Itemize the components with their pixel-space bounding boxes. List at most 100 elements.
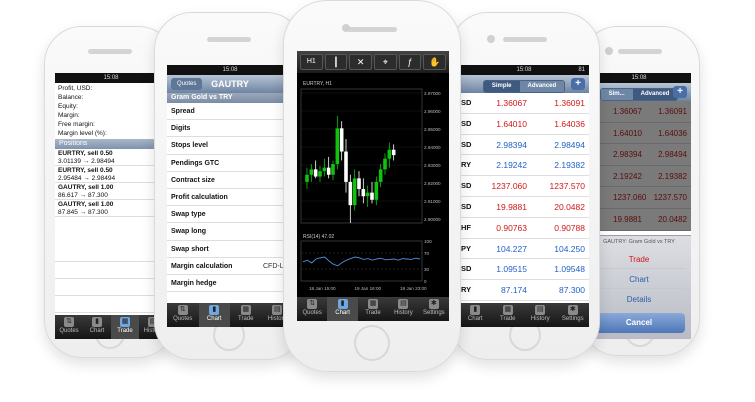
price-tick-label: 2.93000 — [424, 163, 441, 168]
tab-settings[interactable]: ✱ Settings — [422, 299, 445, 316]
sheet-option-details[interactable]: Details — [626, 295, 652, 304]
back-quotes-button[interactable]: Quotes — [171, 78, 203, 90]
quote-ask[interactable]: 104.250 — [554, 243, 585, 254]
quote-row[interactable]: SD 1.09515 1.09548 — [459, 259, 589, 281]
summary-margin-level: Margin level (%): — [58, 130, 107, 137]
position-row[interactable]: EURTRY, sell 0.502.95484 → 2.98494-6 — [55, 166, 167, 183]
spec-row: Profit calculation — [167, 189, 293, 207]
speaker-icon — [207, 37, 251, 42]
quote-row[interactable]: PY 104.227 104.250 — [459, 239, 589, 260]
candle — [313, 169, 318, 177]
seg-simple[interactable]: Sim... — [600, 89, 633, 100]
quote-symbol: PY — [461, 243, 472, 253]
add-symbol-button[interactable]: + — [571, 78, 585, 90]
tab-chart[interactable]: ▮ Chart — [89, 317, 105, 334]
spec-navbar: Quotes GAUTRY — [167, 75, 293, 93]
quote-row[interactable]: SD 19.9881 20.0482 — [459, 197, 589, 218]
spec-label: Margin calculation — [171, 262, 233, 270]
quotes-list-dimmed: 1.36067 1.36091 1.64010 1.64036 2.98394 2.984… — [587, 101, 691, 231]
quote-row[interactable]: SD 2.98394 2.98494 — [459, 135, 589, 156]
seg-simple[interactable]: Simple — [483, 81, 520, 92]
camera-icon — [605, 47, 613, 55]
sheet-option-trade[interactable]: Trade — [593, 251, 685, 269]
spec-list: Spreadflo Digits Stops level Pendings GTC Co… — [167, 103, 293, 293]
quote-bid[interactable]: 2.98394 — [496, 139, 527, 150]
speaker-icon — [347, 27, 397, 32]
chart-type-icon[interactable]: ┃ — [324, 54, 348, 70]
home-button[interactable] — [354, 325, 390, 361]
quote-ask[interactable]: 2.98494 — [554, 139, 585, 150]
add-symbol-button[interactable]: + — [673, 86, 687, 98]
phone-spec: 15:08 Quotes GAUTRY Gram Gold vs TRY Spr… — [154, 12, 304, 360]
tab-quotes[interactable]: ⇅ Quotes — [302, 299, 322, 316]
price-chart[interactable]: EURTRY, H1 RSI(14) 47.02 2.97000 2.96000 2.9… — [297, 73, 449, 297]
sheet-option-chart[interactable]: Chart — [593, 271, 685, 289]
tab-trade[interactable]: ▦ Trade — [500, 305, 516, 322]
status-bar: 15:08 81 — [459, 65, 589, 75]
tab-chart[interactable]: ▮ Chart — [198, 303, 230, 327]
quote-bid[interactable]: 1237.060 — [491, 181, 527, 192]
tab-trade[interactable]: ▦ Trade — [111, 315, 139, 339]
tab-quotes[interactable]: ⇅ Quotes — [173, 305, 193, 322]
indicators-icon[interactable]: ƒ — [398, 54, 422, 70]
candle — [370, 192, 374, 200]
tab-history[interactable]: ▤ History — [267, 305, 287, 322]
quote-bid[interactable]: 1.64010 — [496, 118, 527, 129]
quote-bid[interactable]: 87.174 — [501, 285, 527, 296]
quote-ask[interactable]: 1237.570 — [549, 181, 585, 192]
quote-row[interactable]: HF 0.90763 0.90788 — [459, 218, 589, 239]
quote-ask[interactable]: 0.90788 — [554, 222, 585, 233]
summary-margin: Margin: — [58, 112, 80, 119]
spec-value: CFD-Lev — [262, 262, 291, 270]
quote-ask[interactable]: 1.64036 — [554, 118, 585, 129]
quote-symbol: RY — [461, 285, 472, 295]
candle — [331, 164, 335, 175]
speaker-icon — [503, 37, 547, 42]
period-button[interactable]: H1 — [300, 54, 323, 70]
quote-ask[interactable]: 1.09548 — [554, 264, 585, 275]
quote-ask[interactable]: 20.0482 — [554, 201, 585, 212]
seg-advanced[interactable]: Advanced — [519, 81, 565, 92]
quote-ask[interactable]: 2.19382 — [554, 160, 585, 171]
tab-history[interactable]: ▤ History — [394, 299, 413, 316]
status-bar: 15:08 — [587, 73, 691, 83]
position-row[interactable]: EURTRY, sell 0.503.01139 → 2.984946 — [55, 149, 167, 166]
quote-bid[interactable]: 2.19242 — [496, 160, 527, 171]
quote-row[interactable]: SD 1237.060 1237.570 — [459, 176, 589, 197]
quote-bid[interactable]: 1.36067 — [496, 98, 527, 108]
account-summary: Profit, USD: Balance: Equity: Margin: Fr… — [55, 83, 167, 139]
trade-hand-icon[interactable]: ✋ — [423, 54, 447, 70]
quote-row[interactable]: SD 1.64010 1.64036 — [459, 114, 589, 135]
quote-ask[interactable]: 1.36091 — [554, 98, 585, 108]
history-icon: ▤ — [148, 317, 158, 327]
seg-advanced[interactable]: Advanced — [632, 89, 678, 100]
tab-bar: ⇅ Quotes ▮ Chart ▦ Trade ▤ History — [167, 303, 293, 327]
quote-ask: 20.0482 — [658, 214, 687, 224]
quote-bid[interactable]: 1.09515 — [496, 264, 527, 275]
quote-row[interactable]: SD 1.36067 1.36091 — [459, 93, 589, 114]
spec-label: Digits — [171, 125, 191, 133]
positions-header: Positions — [55, 139, 167, 149]
tab-history[interactable]: ▤ History — [530, 305, 550, 322]
tab-settings[interactable]: ✱ Settings — [561, 305, 584, 322]
candle — [348, 181, 353, 206]
quote-row[interactable]: RY 2.19242 2.19382 — [459, 155, 589, 177]
tab-trade[interactable]: ▦ Trade — [238, 305, 254, 322]
sheet-cancel-button[interactable]: Cancel — [593, 313, 685, 333]
phone-chart: H1 ┃ ✕ ⌖ ƒ ✋ EURTRY, H1 RSI(14) 47.02 2.97… — [283, 0, 461, 372]
tab-quotes[interactable]: ⇅ Quotes — [59, 317, 79, 334]
objects-icon[interactable]: ⌖ — [374, 54, 397, 70]
quote-bid[interactable]: 19.9881 — [496, 201, 527, 212]
tab-chart[interactable]: ▮ Chart — [467, 305, 483, 322]
crosshair-icon[interactable]: ✕ — [349, 54, 373, 70]
quote-ask[interactable]: 87.300 — [559, 285, 585, 296]
tab-chart[interactable]: ▮ Chart — [327, 297, 358, 321]
quote-row[interactable]: RY 87.174 87.300 — [459, 280, 589, 301]
tab-history[interactable]: ▤ History — [143, 317, 163, 334]
spec-label: Swap long — [171, 228, 206, 236]
tab-trade[interactable]: ▦ Trade — [365, 299, 381, 316]
quote-bid[interactable]: 104.227 — [496, 243, 527, 254]
quote-bid[interactable]: 0.90763 — [496, 222, 527, 233]
